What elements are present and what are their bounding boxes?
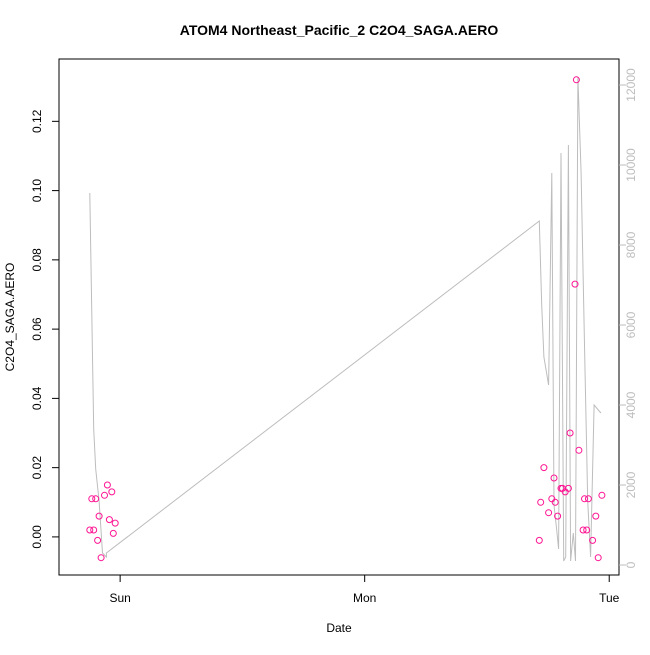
x-tick-label: Tue [599,591,620,605]
data-point [97,554,105,562]
y-tick-label: 0.06 [30,317,44,341]
data-point [88,495,96,503]
data-point [101,491,108,499]
y-axis-right: 0 2000 4000 6000 8000 10000 12000 [619,68,638,568]
data-point [111,519,119,527]
y-tick-label: 0.10 [30,179,44,203]
data-point [537,498,545,506]
data-point [105,516,113,524]
data-point [571,280,579,288]
data-point [575,446,583,454]
y-tick-label: 0.02 [30,456,44,480]
data-point [579,526,587,534]
y-axis-left: 0.00 0.02 0.04 0.06 0.08 0.10 0.12 [30,109,59,549]
data-point [535,536,543,544]
y2-tick-label: 0 [624,561,638,568]
y-tick-label: 0.04 [30,386,44,410]
data-point [550,474,558,482]
x-axis-label: Date [326,621,352,635]
data-point [540,464,548,472]
y-axis-label: C2O4_SAGA.AERO [3,263,17,372]
data-point [545,509,553,517]
y2-tick-label: 4000 [624,391,638,418]
x-tick-label: Sun [109,591,130,605]
x-axis: Sun Mon Tue [109,575,620,605]
altitude-line [89,76,602,562]
data-point [594,554,602,562]
data-point [583,526,591,534]
data-point [103,481,111,489]
data-point [564,484,572,492]
data-point [592,512,600,520]
data-point [108,488,116,496]
data-point [86,526,94,534]
data-point [554,512,562,520]
y2-tick-label: 8000 [624,231,638,258]
points-series [86,76,606,562]
y-tick-label: 0.00 [30,525,44,549]
y2-tick-label: 12000 [624,68,638,102]
y2-tick-label: 2000 [624,471,638,498]
y-tick-label: 0.12 [30,109,44,133]
data-point [92,495,100,503]
data-point [551,498,559,506]
plot-frame [58,58,620,576]
y2-tick-label: 6000 [624,311,638,338]
data-point [581,495,588,503]
data-point [95,512,103,520]
data-point [90,526,98,534]
data-point [94,536,102,544]
y2-tick-label: 10000 [624,148,638,182]
y-tick-label: 0.08 [30,248,44,272]
altitude-line-series [89,76,602,562]
data-point [109,529,117,537]
data-point [566,429,574,437]
data-point [572,76,580,84]
chart-title: ATOM4 Northeast_Pacific_2 C2O4_SAGA.AERO [180,22,499,38]
data-point [584,495,592,503]
x-tick-label: Mon [353,591,376,605]
data-point [598,491,606,499]
data-point [589,536,597,544]
